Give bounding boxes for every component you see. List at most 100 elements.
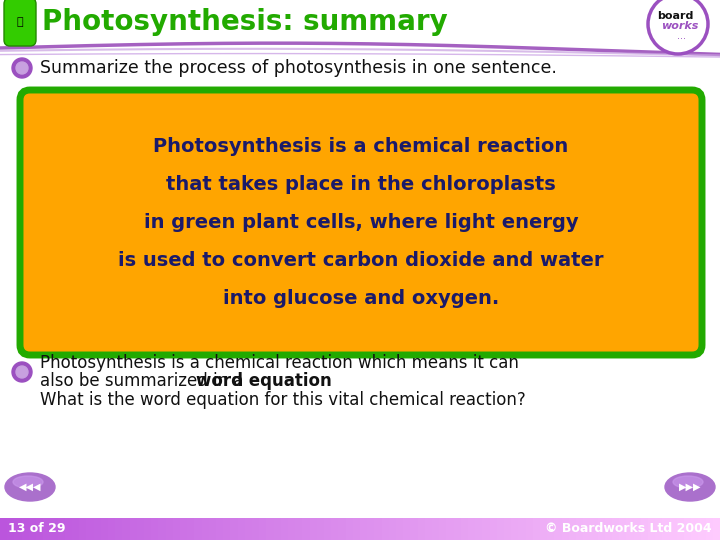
- FancyBboxPatch shape: [497, 518, 505, 540]
- FancyBboxPatch shape: [338, 518, 346, 540]
- FancyBboxPatch shape: [540, 518, 548, 540]
- FancyBboxPatch shape: [317, 518, 325, 540]
- FancyBboxPatch shape: [605, 518, 613, 540]
- Text: 13 of 29: 13 of 29: [8, 523, 66, 536]
- FancyBboxPatch shape: [4, 0, 36, 46]
- FancyBboxPatch shape: [353, 518, 361, 540]
- FancyBboxPatch shape: [626, 518, 634, 540]
- FancyBboxPatch shape: [22, 518, 30, 540]
- FancyBboxPatch shape: [713, 518, 720, 540]
- Text: Photosynthesis is a chemical reaction which means it can: Photosynthesis is a chemical reaction wh…: [40, 354, 519, 372]
- FancyBboxPatch shape: [20, 90, 702, 355]
- Text: .: .: [284, 372, 290, 390]
- FancyBboxPatch shape: [670, 518, 678, 540]
- Text: in green plant cells, where light energy: in green plant cells, where light energy: [144, 213, 578, 232]
- FancyBboxPatch shape: [454, 518, 462, 540]
- FancyBboxPatch shape: [245, 518, 253, 540]
- Text: ◀◀◀: ◀◀◀: [19, 482, 41, 492]
- FancyBboxPatch shape: [641, 518, 649, 540]
- FancyBboxPatch shape: [677, 518, 685, 540]
- Text: Photosynthesis is a chemical reaction: Photosynthesis is a chemical reaction: [153, 137, 569, 156]
- FancyBboxPatch shape: [259, 518, 267, 540]
- FancyBboxPatch shape: [86, 518, 94, 540]
- FancyBboxPatch shape: [389, 518, 397, 540]
- FancyBboxPatch shape: [252, 518, 260, 540]
- FancyBboxPatch shape: [576, 518, 584, 540]
- FancyBboxPatch shape: [202, 518, 210, 540]
- FancyBboxPatch shape: [468, 518, 476, 540]
- FancyBboxPatch shape: [43, 518, 51, 540]
- Circle shape: [16, 366, 28, 378]
- FancyBboxPatch shape: [612, 518, 620, 540]
- Text: ...: ...: [678, 31, 686, 41]
- FancyBboxPatch shape: [410, 518, 418, 540]
- FancyBboxPatch shape: [324, 518, 332, 540]
- Circle shape: [12, 362, 32, 382]
- FancyBboxPatch shape: [209, 518, 217, 540]
- Circle shape: [16, 62, 28, 74]
- FancyBboxPatch shape: [50, 518, 58, 540]
- FancyBboxPatch shape: [684, 518, 692, 540]
- FancyBboxPatch shape: [691, 518, 699, 540]
- FancyBboxPatch shape: [194, 518, 202, 540]
- FancyBboxPatch shape: [36, 518, 44, 540]
- FancyBboxPatch shape: [295, 518, 303, 540]
- FancyBboxPatch shape: [346, 518, 354, 540]
- FancyBboxPatch shape: [698, 518, 706, 540]
- FancyBboxPatch shape: [619, 518, 627, 540]
- FancyBboxPatch shape: [130, 518, 138, 540]
- FancyBboxPatch shape: [518, 518, 526, 540]
- Text: is used to convert carbon dioxide and water: is used to convert carbon dioxide and wa…: [118, 251, 604, 270]
- FancyBboxPatch shape: [158, 518, 166, 540]
- FancyBboxPatch shape: [648, 518, 656, 540]
- FancyBboxPatch shape: [79, 518, 87, 540]
- Ellipse shape: [673, 476, 703, 488]
- FancyBboxPatch shape: [94, 518, 102, 540]
- FancyBboxPatch shape: [511, 518, 519, 540]
- FancyBboxPatch shape: [504, 518, 512, 540]
- Text: also be summarized in a: also be summarized in a: [40, 372, 248, 390]
- FancyBboxPatch shape: [281, 518, 289, 540]
- FancyBboxPatch shape: [144, 518, 152, 540]
- FancyBboxPatch shape: [173, 518, 181, 540]
- FancyBboxPatch shape: [461, 518, 469, 540]
- Text: word equation: word equation: [196, 372, 332, 390]
- FancyBboxPatch shape: [122, 518, 130, 540]
- FancyBboxPatch shape: [230, 518, 238, 540]
- FancyBboxPatch shape: [562, 518, 570, 540]
- FancyBboxPatch shape: [360, 518, 368, 540]
- FancyBboxPatch shape: [14, 518, 22, 540]
- FancyBboxPatch shape: [583, 518, 591, 540]
- Text: Summarize the process of photosynthesis in one sentence.: Summarize the process of photosynthesis …: [40, 59, 557, 77]
- FancyBboxPatch shape: [490, 518, 498, 540]
- Text: into glucose and oxygen.: into glucose and oxygen.: [223, 289, 499, 308]
- Ellipse shape: [5, 473, 55, 501]
- FancyBboxPatch shape: [310, 518, 318, 540]
- Ellipse shape: [13, 476, 43, 488]
- FancyBboxPatch shape: [634, 518, 642, 540]
- FancyBboxPatch shape: [266, 518, 274, 540]
- FancyBboxPatch shape: [439, 518, 447, 540]
- FancyBboxPatch shape: [475, 518, 483, 540]
- FancyBboxPatch shape: [403, 518, 411, 540]
- Circle shape: [648, 0, 708, 54]
- FancyBboxPatch shape: [482, 518, 490, 540]
- FancyBboxPatch shape: [115, 518, 123, 540]
- FancyBboxPatch shape: [151, 518, 159, 540]
- FancyBboxPatch shape: [187, 518, 195, 540]
- FancyBboxPatch shape: [547, 518, 555, 540]
- FancyBboxPatch shape: [0, 518, 8, 540]
- FancyBboxPatch shape: [706, 518, 714, 540]
- FancyBboxPatch shape: [331, 518, 339, 540]
- FancyBboxPatch shape: [223, 518, 231, 540]
- FancyBboxPatch shape: [58, 518, 66, 540]
- FancyBboxPatch shape: [29, 518, 37, 540]
- FancyBboxPatch shape: [526, 518, 534, 540]
- FancyBboxPatch shape: [655, 518, 663, 540]
- FancyBboxPatch shape: [418, 518, 426, 540]
- FancyBboxPatch shape: [302, 518, 310, 540]
- FancyBboxPatch shape: [554, 518, 562, 540]
- Text: that takes place in the chloroplasts: that takes place in the chloroplasts: [166, 175, 556, 194]
- Text: 🌿: 🌿: [17, 17, 23, 27]
- FancyBboxPatch shape: [7, 518, 15, 540]
